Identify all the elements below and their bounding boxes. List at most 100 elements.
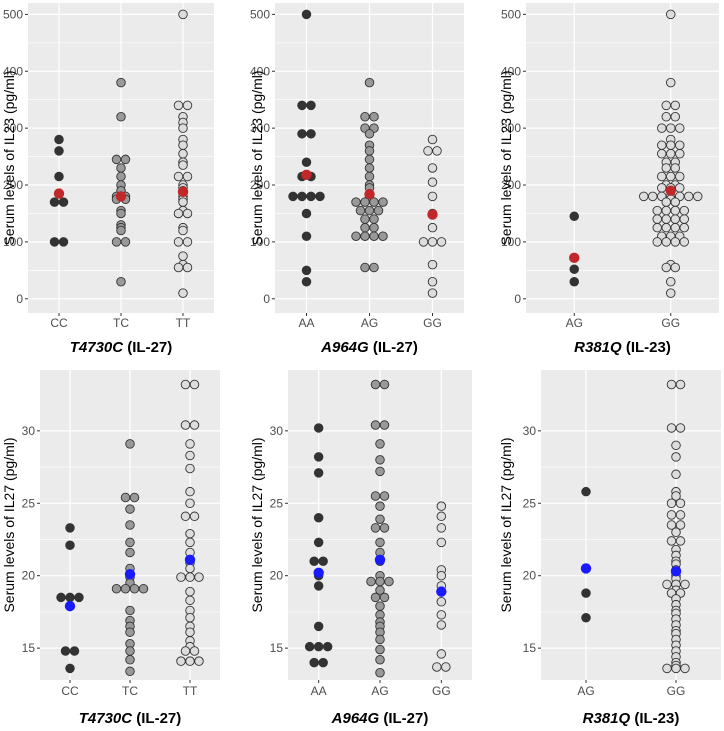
data-point-aa bbox=[301, 231, 312, 241]
x-axis-gene: A964G bbox=[320, 339, 369, 356]
data-point-aa bbox=[318, 556, 328, 566]
data-point-gg bbox=[671, 440, 681, 451]
data-point-tt bbox=[178, 197, 188, 207]
data-point-cc bbox=[54, 171, 64, 182]
data-point-tc bbox=[120, 237, 131, 247]
data-point-ag bbox=[581, 612, 591, 623]
data-point-cc bbox=[65, 523, 75, 533]
y-tick-label: 15 bbox=[22, 641, 36, 655]
x-tick-label-aa: AA bbox=[298, 316, 314, 330]
x-tick-label-tc: TC bbox=[113, 316, 129, 330]
data-point-cc bbox=[58, 237, 69, 247]
data-point-ag bbox=[569, 276, 580, 287]
data-point-gg bbox=[427, 237, 438, 247]
data-point-gg bbox=[661, 237, 672, 247]
x-axis-gene: R381Q bbox=[583, 710, 631, 727]
data-point-ag bbox=[369, 222, 379, 233]
data-point-aa bbox=[313, 581, 324, 591]
data-point-gg bbox=[661, 222, 672, 233]
data-point-gg bbox=[662, 579, 672, 590]
data-point-gg bbox=[666, 123, 676, 133]
data-point-tc bbox=[116, 225, 126, 236]
data-point-tt bbox=[182, 208, 193, 219]
y-tick-label: 400 bbox=[3, 64, 23, 78]
data-point-ag bbox=[375, 466, 385, 477]
data-point-tt bbox=[178, 225, 188, 236]
chart-panel-6: 15 20 25 30 AG GG Serum levels of IL27 (pg/ml)… bbox=[498, 370, 721, 727]
data-point-gg bbox=[671, 491, 681, 501]
data-point-cc bbox=[65, 540, 75, 551]
data-point-gg bbox=[652, 205, 663, 216]
data-point-gg bbox=[652, 214, 663, 224]
data-point-gg bbox=[679, 205, 690, 216]
data-point-gg bbox=[666, 498, 677, 509]
y-tick-label: 400 bbox=[501, 64, 521, 78]
data-point-tt bbox=[185, 537, 195, 548]
y-axis-label: Serum levels of IL27 (pg/ml) bbox=[1, 437, 17, 612]
data-point-tt bbox=[185, 656, 195, 666]
data-point-gg bbox=[427, 134, 438, 145]
data-point-ag bbox=[384, 576, 394, 587]
data-point-gg bbox=[662, 663, 672, 674]
x-tick-label-gg: GG bbox=[432, 684, 451, 698]
data-point-cc bbox=[56, 592, 66, 603]
data-point-tt bbox=[189, 379, 200, 390]
mean-point-gg bbox=[670, 566, 682, 577]
y-tick-label: 500 bbox=[3, 7, 23, 21]
y-tick-label: 20 bbox=[523, 569, 537, 583]
x-axis-gene: A964G bbox=[331, 710, 380, 727]
data-point-ag bbox=[370, 420, 381, 430]
data-point-gg bbox=[423, 146, 433, 156]
data-point-gg bbox=[675, 510, 686, 520]
data-point-tt bbox=[176, 572, 186, 582]
data-point-gg bbox=[670, 237, 681, 247]
data-point-tc bbox=[125, 627, 135, 637]
chart-panel-4: 15 20 25 30 CC TC TT Serum levels of IL27 (pg/m… bbox=[1, 370, 220, 727]
y-tick-label: 400 bbox=[250, 64, 270, 78]
data-point-tt bbox=[194, 656, 204, 666]
data-point-tt bbox=[185, 586, 195, 597]
x-tick-label-tt: TT bbox=[183, 684, 198, 698]
x-axis-suffix: (IL-23) bbox=[630, 710, 679, 727]
data-point-gg bbox=[670, 205, 681, 216]
data-point-ag bbox=[355, 205, 366, 216]
data-point-ag bbox=[369, 112, 379, 122]
data-point-aa bbox=[315, 191, 325, 202]
data-point-tc bbox=[120, 583, 131, 594]
data-point-tc bbox=[116, 112, 126, 122]
data-point-aa bbox=[301, 208, 312, 219]
mean-point-tt bbox=[184, 554, 196, 565]
data-point-ag bbox=[360, 262, 370, 273]
data-point-ag bbox=[360, 214, 370, 224]
data-point-aa bbox=[313, 641, 324, 652]
x-tick-label-tt: TT bbox=[176, 316, 191, 330]
data-point-aa bbox=[306, 129, 316, 139]
data-point-gg bbox=[666, 536, 677, 546]
y-tick-label: 25 bbox=[270, 496, 284, 510]
data-point-gg bbox=[432, 146, 442, 156]
data-point-tt bbox=[178, 288, 188, 298]
data-point-gg bbox=[671, 527, 681, 537]
y-tick-label: 30 bbox=[270, 424, 284, 438]
data-point-aa bbox=[309, 556, 319, 566]
data-point-gg bbox=[661, 262, 672, 273]
data-point-gg bbox=[671, 469, 681, 480]
data-point-ag bbox=[375, 585, 385, 595]
mean-point-gg bbox=[436, 586, 447, 597]
y-tick-label: 25 bbox=[22, 496, 36, 510]
data-point-gg bbox=[679, 237, 690, 247]
data-point-aa bbox=[313, 537, 324, 548]
data-point-tc bbox=[116, 208, 126, 219]
data-point-tc bbox=[116, 163, 126, 173]
data-point-gg bbox=[661, 214, 672, 224]
data-point-ag bbox=[569, 211, 580, 222]
y-tick-label: 0 bbox=[16, 292, 23, 306]
data-point-tt bbox=[185, 486, 195, 497]
mean-point-ag bbox=[374, 554, 386, 565]
data-point-ag bbox=[366, 576, 376, 587]
data-point-tc bbox=[116, 171, 126, 182]
data-point-gg bbox=[418, 237, 429, 247]
data-point-ag bbox=[375, 668, 385, 678]
data-point-cc bbox=[65, 663, 75, 674]
data-point-cc bbox=[74, 592, 84, 603]
